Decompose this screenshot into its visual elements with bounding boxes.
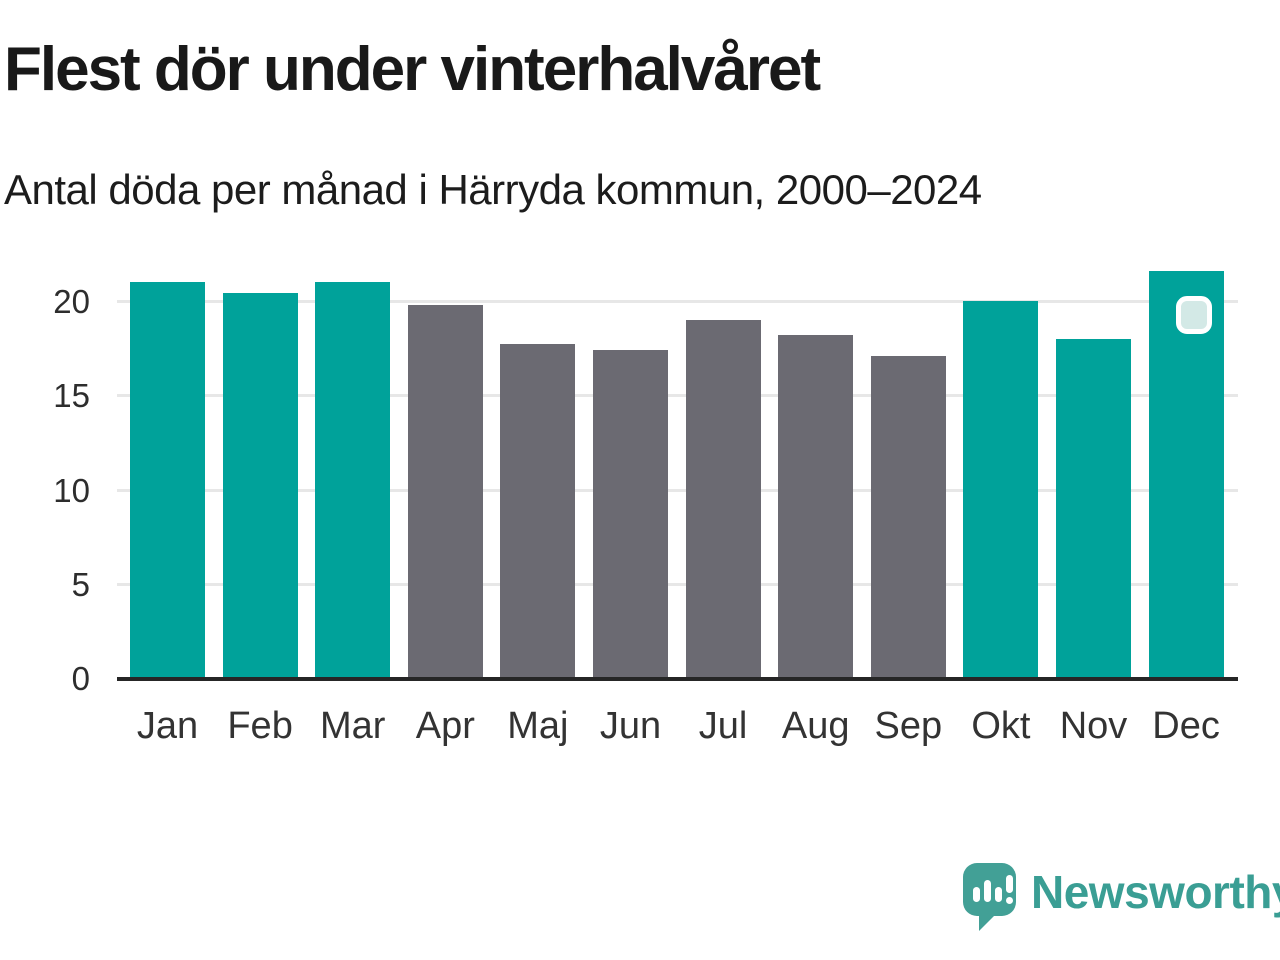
gridline-y-10 (117, 488, 1238, 492)
newsworthy-logo-text: Newsworthy (1031, 866, 1280, 918)
bar-sep (870, 355, 946, 678)
y-axis-tick-label-10: 10 (53, 471, 90, 509)
y-axis-tick-label-0: 0 (71, 660, 90, 697)
x-axis-tick-label-feb: Feb (227, 705, 293, 747)
logo-exclamation-dot-icon (1006, 897, 1013, 904)
chart-title: Flest dör under vinterhalvåret (4, 35, 821, 104)
bar-feb (222, 293, 298, 678)
x-axis-tick-label-sep: Sep (874, 705, 943, 747)
y-axis-tick-label-5: 5 (71, 565, 90, 603)
bar-nov (1056, 338, 1131, 678)
x-axis-tick-label-jul: Jul (698, 705, 748, 747)
speech-bubble-tail (979, 914, 996, 931)
x-axis-tick-label-maj: Maj (507, 705, 569, 747)
x-axis-line (117, 677, 1238, 681)
logo-chart-bar-icon (973, 887, 980, 902)
bar-jan (130, 282, 205, 678)
bar-jun (593, 350, 668, 678)
newsworthy-logo: Newsworthy (963, 863, 1280, 933)
y-axis-tick-label-20: 20 (53, 283, 90, 320)
logo-chart-bar-icon (984, 880, 991, 902)
bar-maj (500, 344, 576, 678)
x-axis-tick-label-jun: Jun (599, 705, 662, 747)
speech-bubble-icon (963, 863, 1016, 916)
gridline-y-15 (117, 394, 1238, 398)
logo-chart-bar-icon (995, 887, 1002, 902)
x-axis-tick-label-jan: Jan (136, 705, 199, 747)
bar-okt (963, 301, 1039, 678)
x-axis-tick-label-okt: Okt (971, 705, 1031, 747)
x-axis-tick-label-aug: Aug (781, 705, 850, 747)
bar-dec (1148, 270, 1224, 678)
x-axis-tick-label-nov: Nov (1059, 705, 1128, 747)
x-axis-tick-label-mar: Mar (319, 705, 386, 747)
x-axis-tick-label-dec: Dec (1152, 705, 1220, 747)
bar-apr (407, 304, 483, 678)
x-axis-tick-label-apr: Apr (415, 705, 475, 747)
gridline-y-20 (117, 300, 1238, 303)
chart-subtitle: Antal döda per månad i Härryda kommun, 2… (4, 166, 982, 213)
bar-aug (778, 334, 854, 678)
y-axis-tick-label-15: 15 (53, 377, 90, 415)
bar-jul (685, 319, 761, 678)
highlight-marker-dec (1176, 296, 1212, 334)
logo-exclamation-icon (1006, 875, 1013, 893)
gridline-y-5 (117, 582, 1238, 586)
bar-mar (315, 282, 391, 678)
